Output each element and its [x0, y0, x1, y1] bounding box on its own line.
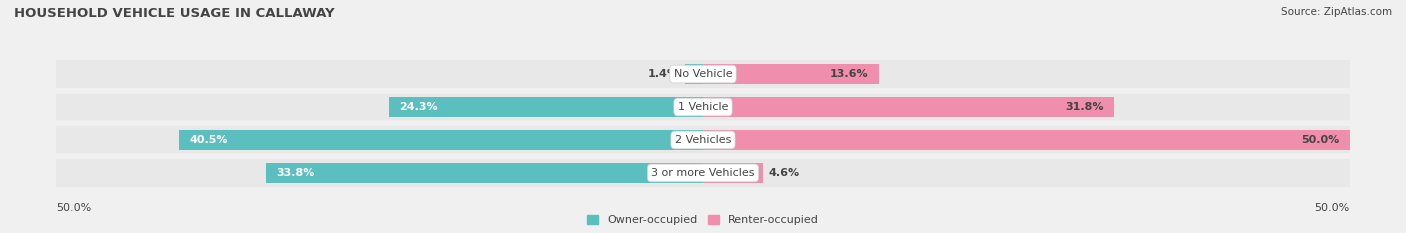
Text: 50.0%: 50.0% — [1301, 135, 1340, 145]
Text: 2 Vehicles: 2 Vehicles — [675, 135, 731, 145]
Text: 50.0%: 50.0% — [1315, 203, 1350, 213]
Text: 24.3%: 24.3% — [399, 102, 437, 112]
Text: 13.6%: 13.6% — [830, 69, 869, 79]
Text: HOUSEHOLD VEHICLE USAGE IN CALLAWAY: HOUSEHOLD VEHICLE USAGE IN CALLAWAY — [14, 7, 335, 20]
Text: 33.8%: 33.8% — [276, 168, 315, 178]
Text: 1 Vehicle: 1 Vehicle — [678, 102, 728, 112]
Legend: Owner-occupied, Renter-occupied: Owner-occupied, Renter-occupied — [586, 215, 820, 225]
Text: 50.0%: 50.0% — [56, 203, 91, 213]
Bar — [703, 163, 762, 183]
Bar — [703, 64, 879, 84]
Bar — [685, 64, 703, 84]
Bar — [56, 60, 1350, 88]
Bar — [56, 93, 1350, 121]
Bar — [266, 163, 703, 183]
Text: 31.8%: 31.8% — [1066, 102, 1104, 112]
Bar — [179, 130, 703, 150]
Text: 1.4%: 1.4% — [647, 69, 679, 79]
Bar — [703, 130, 1350, 150]
Bar — [388, 97, 703, 117]
Bar — [56, 126, 1350, 154]
Text: No Vehicle: No Vehicle — [673, 69, 733, 79]
Bar — [56, 159, 1350, 187]
Bar — [703, 97, 1115, 117]
Text: 3 or more Vehicles: 3 or more Vehicles — [651, 168, 755, 178]
Text: Source: ZipAtlas.com: Source: ZipAtlas.com — [1281, 7, 1392, 17]
Text: 4.6%: 4.6% — [769, 168, 800, 178]
Text: 40.5%: 40.5% — [190, 135, 228, 145]
